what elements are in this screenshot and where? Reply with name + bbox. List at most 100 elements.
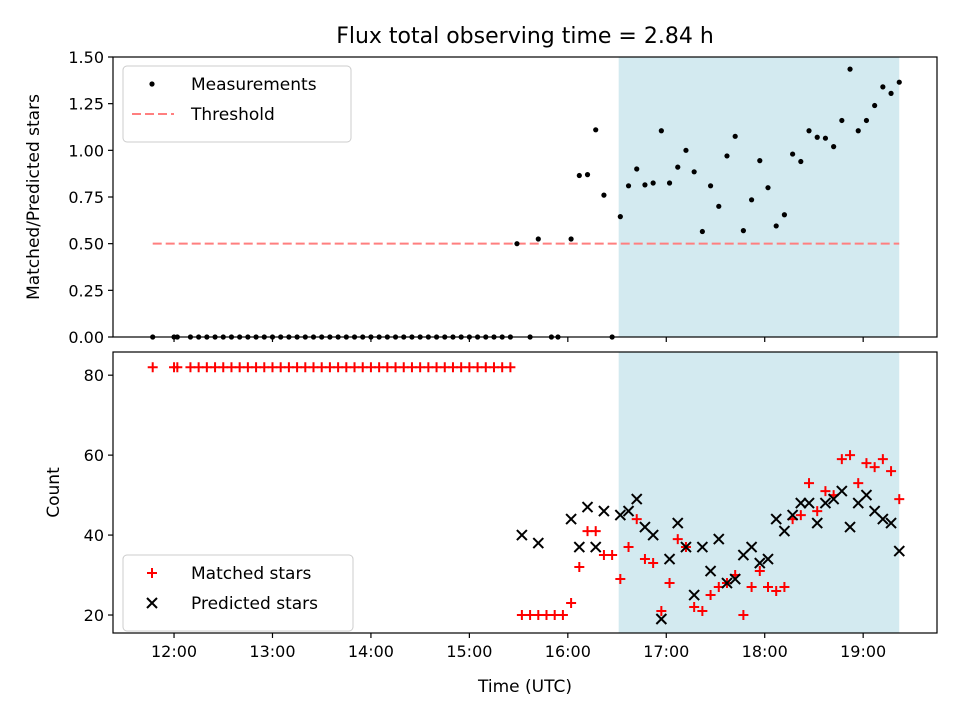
measurement-point [831, 144, 837, 150]
matched-star-point [574, 562, 585, 573]
measurement-point [601, 192, 607, 198]
measurement-point [880, 84, 886, 90]
matched-star-point [861, 458, 872, 469]
y-tick-label: 60 [84, 446, 104, 465]
predicted-star-point [655, 613, 668, 625]
legend-measurement-marker [149, 81, 155, 87]
x-tick-label: 15:00 [446, 642, 492, 661]
measurement-point [535, 236, 541, 242]
predicted-star-point [860, 489, 873, 501]
predicted-star-point [696, 541, 709, 553]
matched-star-point [689, 602, 700, 613]
measurement-point [576, 172, 582, 179]
y-axis-label: Count [44, 467, 64, 518]
legend-label: Predicted stars [191, 594, 318, 614]
predicted-star-point [893, 545, 905, 557]
x-tick-label: 12:00 [151, 642, 197, 661]
measurement-point [790, 151, 796, 157]
measurement-point [514, 241, 520, 247]
matched-star-point [607, 550, 618, 561]
matched-star-point [886, 466, 897, 477]
legend-matched-marker [147, 568, 157, 578]
matched-star-point [820, 486, 831, 497]
measurement-point [740, 228, 746, 234]
y-axis-label: Matched/Predicted stars [24, 94, 44, 300]
measurement-point [798, 158, 804, 165]
chart-title: Flux total observing time = 2.84 h [336, 24, 714, 49]
matched-star-point [623, 542, 634, 553]
predicted-star-point [885, 517, 897, 529]
measurement-point [617, 214, 623, 220]
matched-star-point [615, 574, 626, 585]
predicted-star-point [590, 541, 602, 553]
matched-star-point [147, 362, 158, 373]
measurement-point [707, 183, 714, 189]
matched-star-point [631, 514, 642, 525]
y-tick-label: 40 [84, 526, 104, 545]
predicted-star-point [836, 485, 848, 497]
measurement-point [691, 169, 697, 175]
matched-star-point [566, 598, 577, 609]
x-tick-label: 14:00 [348, 642, 394, 661]
predicted-star-point [622, 505, 635, 517]
predicted-star-point [672, 517, 684, 529]
y-tick-label: 1.00 [68, 141, 104, 160]
measurement-point [781, 212, 788, 218]
measurement-point [822, 135, 829, 141]
predicted-star-point [704, 565, 717, 577]
predicted-star-point [786, 509, 799, 521]
matched-star-point [697, 606, 708, 617]
matched-star-point [804, 478, 815, 489]
predicted-star-point [631, 493, 643, 505]
predicted-star-point [688, 589, 700, 601]
matched-star-point [738, 610, 749, 621]
legend-box [122, 554, 354, 632]
count-panel: 20 40 60 80 12:00 13:00 14:00 15:00 16:00 17:00 18… [44, 351, 938, 661]
x-tick-label: 13:00 [249, 642, 295, 661]
matched-star-point [672, 534, 683, 545]
matched-star-point [845, 450, 856, 461]
measurement-point [863, 117, 870, 124]
predicted-star-point [795, 497, 807, 509]
measurement-point [765, 185, 771, 191]
predicted-star-point [713, 533, 725, 545]
predicted-star-point [729, 573, 741, 585]
measurement-point [847, 66, 853, 72]
predicted-star-point [581, 501, 594, 513]
matched-star-point [746, 582, 757, 593]
predicted-star-point [811, 517, 823, 529]
y-tick-label: 80 [84, 366, 104, 385]
measurement-point [658, 128, 664, 134]
y-tick-label: 0.25 [68, 281, 104, 300]
predicted-star-point [565, 513, 577, 525]
predicted-star-point [762, 553, 774, 565]
measurement-point [675, 164, 681, 170]
y-tick-label: 0.50 [68, 235, 104, 254]
matched-star-point [894, 494, 905, 505]
matched-star-point [853, 478, 864, 489]
matched-star-point [505, 362, 516, 373]
measurement-point [757, 158, 763, 164]
matched-star-point [795, 510, 806, 521]
predicted-star-point [680, 541, 692, 553]
x-tick-label: 16:00 [545, 642, 591, 661]
ratio-panel: 0.00 0.25 0.50 0.75 1.00 1.25 1.50 Matched/Pred… [24, 48, 938, 347]
matched-star-point [172, 362, 183, 373]
matched-star-point [763, 582, 773, 593]
legend-box [122, 65, 352, 143]
legend-label: Matched stars [191, 564, 311, 584]
measurement-point [814, 134, 820, 140]
measurement-point [839, 117, 845, 124]
matched-star-point [812, 506, 823, 517]
predicted-star-point [778, 525, 791, 537]
measurement-point [872, 102, 878, 109]
matched-star-point [590, 526, 601, 537]
y-tick-label: 0.75 [68, 188, 104, 207]
legend-predicted-marker [146, 597, 158, 609]
x-tick-label: 19:00 [840, 642, 886, 661]
measurement-point [716, 203, 722, 209]
y-tick-label: 0.00 [68, 328, 104, 347]
predicted-star-point [573, 541, 586, 553]
measurement-point [888, 90, 894, 96]
